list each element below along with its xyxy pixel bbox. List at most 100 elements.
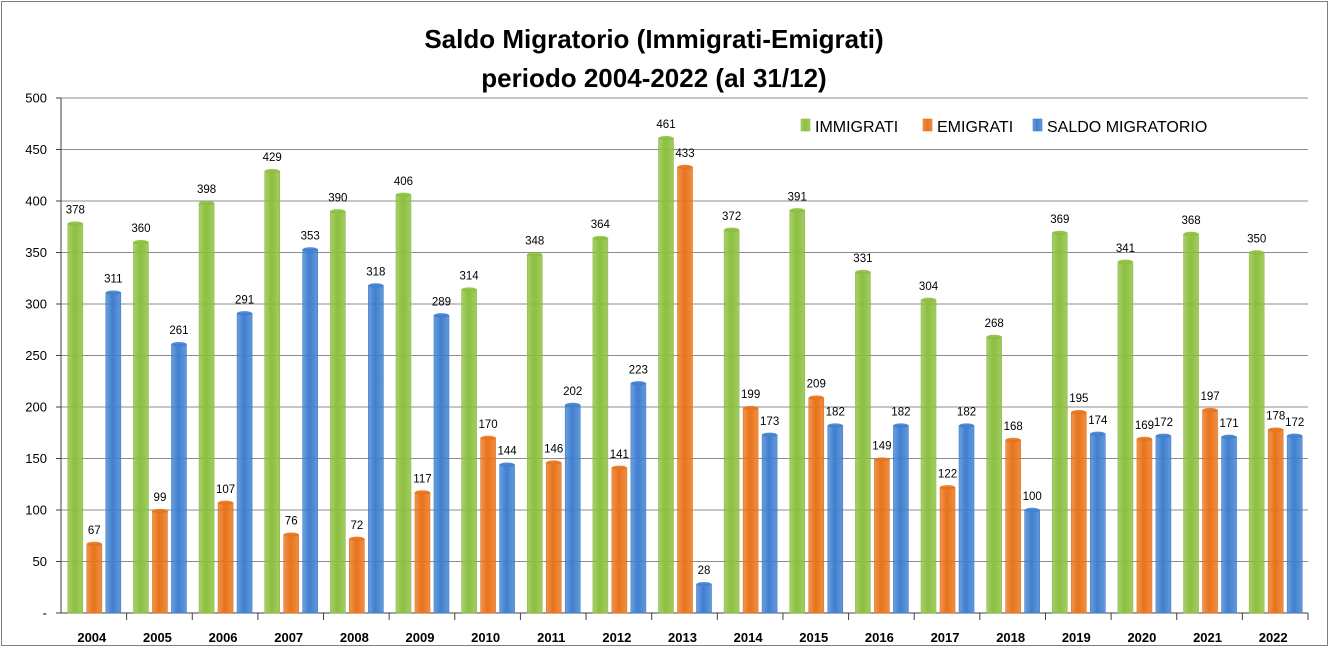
bar-cap bbox=[1268, 427, 1284, 432]
bar-emigrati bbox=[414, 492, 431, 614]
bar-cap bbox=[1090, 431, 1106, 436]
bar-emigrati bbox=[939, 487, 956, 614]
bar-cap bbox=[724, 227, 740, 233]
bar-emigrati bbox=[1070, 411, 1087, 614]
bar-saldo-migratorio bbox=[1024, 509, 1040, 614]
bar-emigrati bbox=[742, 407, 759, 614]
y-tick-label: 500 bbox=[25, 91, 47, 106]
x-tick-label: 2004 bbox=[77, 630, 107, 645]
data-label: 350 bbox=[1247, 234, 1266, 246]
bar-cap bbox=[546, 460, 562, 465]
x-axis-labels: 2004 2005 2006 2007 2008 2009 2010 2011 2012 2013… bbox=[77, 630, 1287, 645]
bar-emigrati bbox=[874, 459, 890, 614]
bar-immigrati bbox=[1117, 261, 1134, 614]
data-label: 314 bbox=[460, 271, 480, 283]
bar-immigrati bbox=[133, 241, 149, 614]
data-label: 318 bbox=[366, 266, 385, 278]
legend: IMMIGRATI EMIGRATI SALDO MIGRATORIO bbox=[800, 118, 1207, 136]
bar-cap bbox=[105, 290, 121, 295]
bar-emigrati bbox=[1267, 429, 1284, 614]
data-label: 368 bbox=[1181, 215, 1200, 227]
bar-cap bbox=[67, 221, 83, 226]
bar-emigrati bbox=[86, 543, 103, 614]
bar-cap bbox=[171, 341, 187, 347]
x-tick-label: 2016 bbox=[865, 630, 894, 645]
data-label: 182 bbox=[957, 407, 976, 419]
bar-saldo-migratorio bbox=[433, 315, 450, 614]
bar-cap bbox=[874, 457, 890, 462]
bar-immigrati bbox=[395, 194, 412, 614]
bar-cap bbox=[611, 465, 627, 470]
data-label: 461 bbox=[656, 119, 675, 131]
bar-cap bbox=[893, 423, 909, 428]
bar-immigrati bbox=[723, 229, 740, 614]
data-label: 99 bbox=[154, 492, 167, 504]
legend-label: EMIGRATI bbox=[937, 119, 1013, 136]
data-label: 202 bbox=[563, 386, 582, 398]
data-label: 182 bbox=[826, 407, 845, 419]
bar-cap bbox=[630, 381, 646, 386]
y-tick-label: 100 bbox=[25, 503, 47, 518]
data-label: 146 bbox=[544, 444, 563, 456]
bar-immigrati bbox=[1248, 252, 1265, 614]
bar-cap bbox=[921, 297, 937, 303]
y-tick-label: - bbox=[43, 606, 47, 621]
x-tick-label: 2020 bbox=[1127, 630, 1156, 645]
bar-emigrati bbox=[217, 502, 234, 614]
bar-saldo-migratorio bbox=[236, 312, 253, 614]
data-label: 341 bbox=[1116, 243, 1135, 255]
bar-cap bbox=[1183, 231, 1199, 237]
data-label: 398 bbox=[197, 184, 216, 196]
data-label: 406 bbox=[394, 176, 413, 188]
bar-cap bbox=[658, 135, 674, 141]
data-label: 209 bbox=[807, 379, 826, 391]
x-tick-label: 2013 bbox=[668, 630, 697, 645]
bar-cap bbox=[1287, 433, 1303, 439]
bar-saldo-migratorio bbox=[761, 434, 778, 614]
bar-immigrati bbox=[67, 223, 84, 614]
bar-emigrati bbox=[1136, 438, 1153, 614]
data-label: 223 bbox=[629, 364, 648, 376]
bar-immigrati bbox=[1183, 233, 1199, 614]
data-label: 107 bbox=[216, 484, 235, 496]
bar-cap bbox=[743, 405, 759, 411]
chart-title-line2: periodo 2004-2022 (al 31/12) bbox=[481, 63, 826, 93]
data-label: 353 bbox=[301, 230, 320, 242]
y-tick-label: 350 bbox=[25, 245, 47, 260]
data-label: 178 bbox=[1266, 411, 1285, 423]
bar-cap bbox=[696, 581, 712, 587]
x-tick-label: 2012 bbox=[602, 630, 631, 645]
bar-cap bbox=[565, 402, 581, 408]
data-label: 174 bbox=[1088, 415, 1108, 427]
legend-swatch bbox=[1032, 118, 1043, 132]
data-label: 141 bbox=[610, 449, 629, 461]
x-tick-label: 2008 bbox=[340, 630, 369, 645]
data-label: 390 bbox=[328, 192, 347, 204]
data-label: 261 bbox=[169, 325, 188, 337]
data-label: 170 bbox=[479, 419, 498, 431]
x-tick-label: 2009 bbox=[406, 630, 435, 645]
data-label: 117 bbox=[413, 473, 431, 485]
bar-emigrati bbox=[349, 538, 365, 614]
bar-immigrati bbox=[330, 211, 346, 614]
bar-emigrati bbox=[677, 166, 693, 614]
legend-label: IMMIGRATI bbox=[815, 119, 898, 136]
y-tick-label: 50 bbox=[33, 554, 47, 569]
bar-cap bbox=[855, 269, 871, 275]
data-labels: 378 67 311 360 99 261 398 107 291 429 76 353 390 72 31… bbox=[66, 119, 1305, 577]
data-label: 169 bbox=[1135, 420, 1154, 432]
data-label: 182 bbox=[891, 407, 910, 419]
y-tick-label: 250 bbox=[25, 348, 47, 363]
bar-saldo-migratorio bbox=[368, 285, 384, 614]
data-label: 360 bbox=[131, 223, 150, 235]
bar-emigrati bbox=[611, 467, 628, 614]
y-tick-label: 450 bbox=[25, 142, 47, 157]
bar-saldo-migratorio bbox=[630, 383, 647, 614]
bar-cap bbox=[395, 192, 411, 198]
bar-immigrati bbox=[198, 202, 215, 614]
bar-immigrati bbox=[1051, 232, 1068, 614]
bar-cap bbox=[283, 532, 299, 537]
x-tick-label: 2017 bbox=[931, 630, 960, 645]
